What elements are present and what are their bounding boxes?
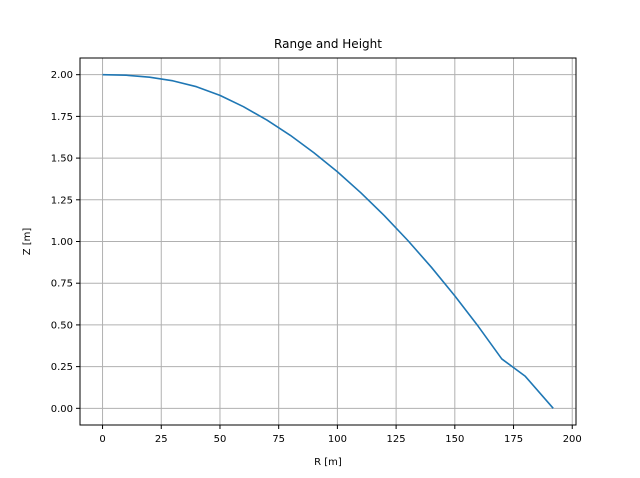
y-axis-label: Z [m] bbox=[22, 228, 33, 256]
grid bbox=[80, 58, 576, 425]
x-tick-label: 100 bbox=[328, 434, 347, 445]
x-axis-label: R [m] bbox=[314, 457, 342, 468]
x-tick-label: 0 bbox=[99, 434, 105, 445]
y-tick-label: 1.25 bbox=[51, 195, 73, 206]
ticks: 0 25 50 75 100 125 150 175 200 0.00 0.25 0.50 0.75 1.… bbox=[51, 70, 582, 445]
y-tick-label: 1.75 bbox=[51, 112, 73, 123]
y-tick-label: 0.00 bbox=[51, 404, 73, 415]
y-tick-label: 1.50 bbox=[51, 154, 73, 165]
y-tick-label: 2.00 bbox=[51, 70, 73, 81]
y-tick-label: 0.25 bbox=[51, 362, 73, 373]
x-tick-label: 175 bbox=[504, 434, 523, 445]
series-layer bbox=[102, 73, 554, 409]
x-tick-label: 75 bbox=[272, 434, 285, 445]
y-tick-label: 0.75 bbox=[51, 279, 73, 290]
x-tick-label: 50 bbox=[214, 434, 227, 445]
y-tick-label: 0.50 bbox=[51, 320, 73, 331]
x-tick-label: 200 bbox=[563, 434, 582, 445]
y-tick-label: 1.00 bbox=[51, 237, 73, 248]
series-line bbox=[102, 73, 554, 409]
x-tick-label: 25 bbox=[155, 434, 168, 445]
x-tick-label: 150 bbox=[445, 434, 464, 445]
x-tick-label: 125 bbox=[387, 434, 406, 445]
chart-title: Range and Height bbox=[274, 37, 382, 51]
